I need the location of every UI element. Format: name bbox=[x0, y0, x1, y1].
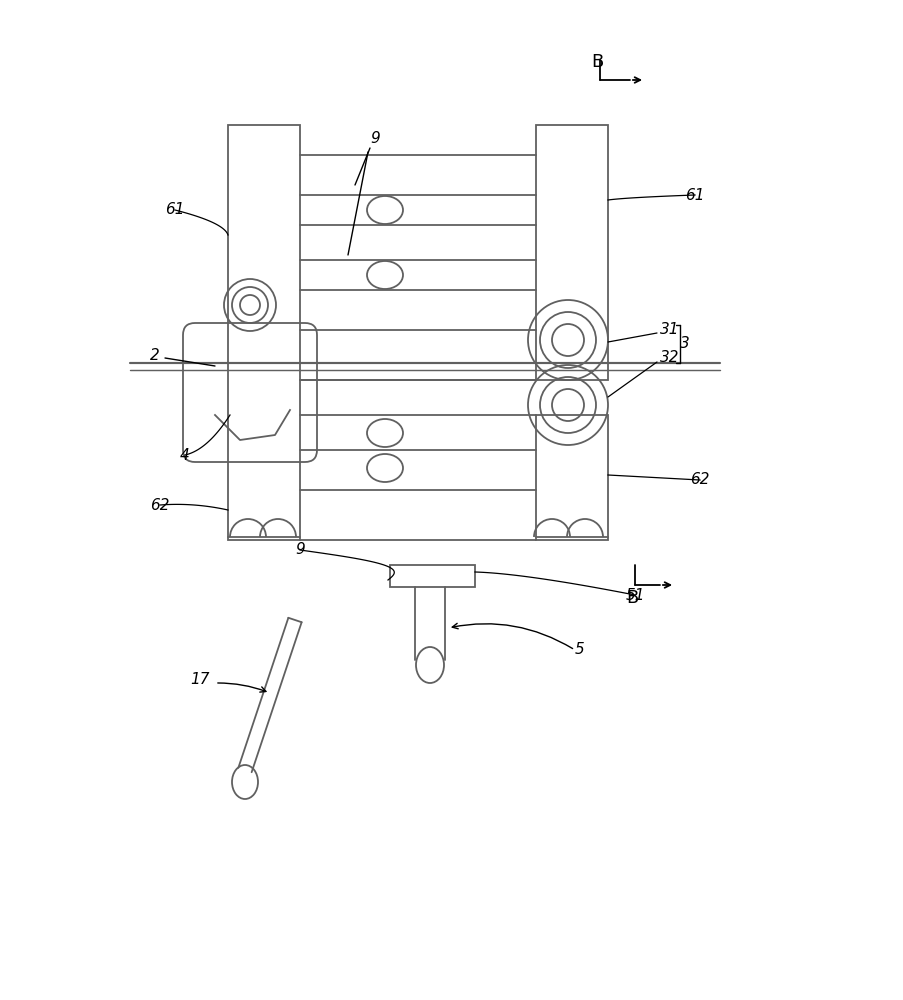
Text: 4: 4 bbox=[180, 448, 190, 462]
Bar bbox=[535, 125, 608, 380]
Text: 62: 62 bbox=[690, 473, 709, 488]
Bar bbox=[535, 415, 608, 540]
Text: 5: 5 bbox=[574, 643, 584, 658]
Text: 17: 17 bbox=[190, 672, 209, 688]
Text: 2: 2 bbox=[150, 348, 160, 362]
Text: 9: 9 bbox=[294, 542, 304, 558]
Text: 31: 31 bbox=[659, 322, 679, 338]
Text: B: B bbox=[625, 589, 638, 607]
Text: 61: 61 bbox=[684, 188, 704, 202]
Text: 3: 3 bbox=[679, 336, 689, 351]
Text: 32: 32 bbox=[659, 351, 679, 365]
Bar bbox=[389, 565, 474, 587]
Bar bbox=[228, 125, 300, 540]
Text: 51: 51 bbox=[625, 587, 644, 602]
Text: 62: 62 bbox=[150, 497, 170, 512]
Text: 61: 61 bbox=[165, 202, 184, 218]
Text: 9: 9 bbox=[369, 131, 379, 146]
Text: B: B bbox=[591, 53, 602, 71]
